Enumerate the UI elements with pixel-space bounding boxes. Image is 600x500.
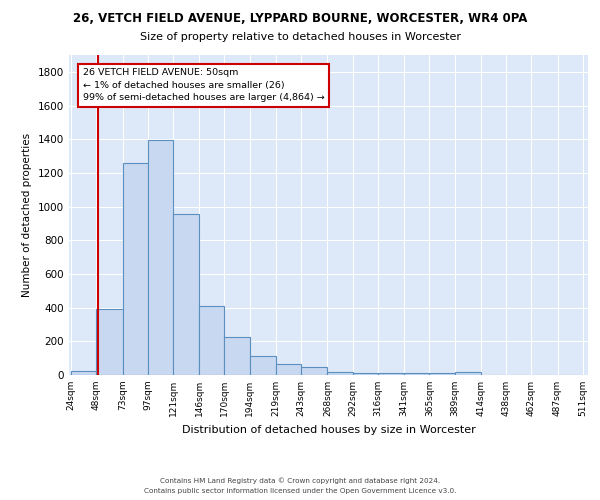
Bar [404, 374, 430, 375]
Text: Size of property relative to detached houses in Worcester: Size of property relative to detached ho… [139, 32, 461, 42]
Bar [430, 374, 455, 375]
Bar [301, 366, 328, 375]
Bar [455, 372, 481, 375]
Bar [328, 372, 353, 375]
Bar [224, 336, 250, 375]
Bar [71, 371, 97, 375]
Text: 26 VETCH FIELD AVENUE: 50sqm
← 1% of detached houses are smaller (26)
99% of sem: 26 VETCH FIELD AVENUE: 50sqm ← 1% of det… [83, 68, 325, 102]
X-axis label: Distribution of detached houses by size in Worcester: Distribution of detached houses by size … [182, 424, 475, 434]
Bar [250, 356, 276, 375]
Bar [353, 374, 378, 375]
Text: 26, VETCH FIELD AVENUE, LYPPARD BOURNE, WORCESTER, WR4 0PA: 26, VETCH FIELD AVENUE, LYPPARD BOURNE, … [73, 12, 527, 26]
Text: Contains HM Land Registry data © Crown copyright and database right 2024.
Contai: Contains HM Land Registry data © Crown c… [144, 478, 456, 494]
Bar [378, 374, 404, 375]
Bar [276, 364, 301, 375]
Bar [173, 214, 199, 375]
Bar [122, 163, 148, 375]
Y-axis label: Number of detached properties: Number of detached properties [22, 133, 32, 297]
Bar [148, 140, 173, 375]
Bar [199, 306, 224, 375]
Bar [97, 310, 122, 375]
